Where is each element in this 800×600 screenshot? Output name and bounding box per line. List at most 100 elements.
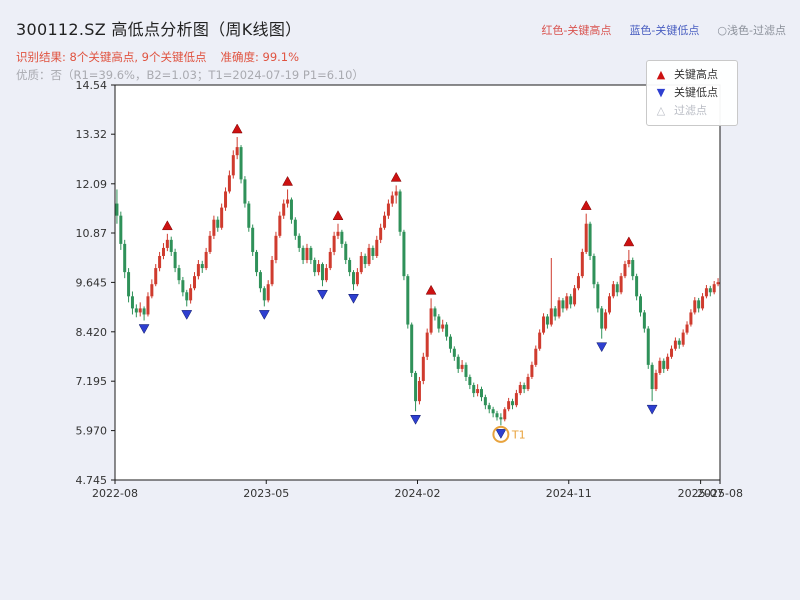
candle-body [417,380,421,402]
candle-body [134,308,138,313]
candle-body [355,272,359,285]
candle-body [158,255,162,269]
candle-body [348,260,352,273]
candle-body [619,276,623,293]
candle-body [115,203,119,216]
candle-body [204,251,208,269]
candle-body [266,284,270,301]
plot-area [114,84,721,481]
candle-body [383,215,387,228]
candle-body [646,328,650,365]
candle-body [487,405,491,410]
y-tick-label: 4.745 [76,474,108,487]
candle-body [425,332,429,357]
t1-circle-icon [492,425,510,443]
y-tick-label: 9.645 [76,276,108,289]
candle-body [173,251,177,269]
candle-body [685,324,689,333]
key-high-marker-icon [231,123,243,134]
candle-body [282,203,286,216]
candle-body [123,243,127,273]
candle-body [297,235,301,248]
candle-body [534,348,538,365]
candle-body [697,300,701,309]
candle-body [631,260,635,277]
candle-body [507,401,511,410]
candle-body [406,276,410,325]
x-tick-label: 2024-02 [395,487,441,500]
candle-body [615,284,619,293]
candle-body [258,272,262,289]
candle-body [193,276,197,289]
candle-body [681,332,685,345]
candle-body [390,195,394,204]
candle-body [561,300,565,309]
candle-body [165,239,169,248]
key-high-marker-icon [332,210,344,220]
candle-body [421,356,425,381]
candle-body [181,280,185,293]
candle-body [607,296,611,313]
candle-body [635,276,639,297]
candle-body [569,296,573,305]
candle-body [549,308,553,325]
candle-body [154,268,158,285]
key-low-marker-icon [495,429,507,439]
candle-body [324,268,328,281]
candle-body [704,288,708,297]
candle-body [340,231,344,244]
candle-body [235,147,239,156]
legend-item: △ 过滤点 [655,102,729,120]
candle-body [231,155,235,176]
candle-body [642,312,646,329]
candle-body [274,235,278,261]
candle-body [220,207,224,228]
candle-body [161,247,165,256]
candle-body [313,260,317,273]
y-tick-label: 14.54 [76,79,108,92]
candle-body [565,296,569,309]
key-low-marker-icon [348,294,359,304]
legend-item: ▲ 关键高点 [655,66,729,84]
candle-body [573,288,577,305]
candle-body [247,203,251,228]
x-tick-label: 2025-07 [678,487,724,500]
candle-body [196,264,200,277]
candle-body [580,251,584,277]
candle-body [150,284,154,297]
key-low-marker-icon [410,414,421,425]
candle-body [320,264,324,281]
legend-filtered-label: ○浅色-过滤点 [717,24,786,37]
candle-body [545,316,549,325]
candle-body [538,332,542,349]
candle-body [433,308,437,317]
key-high-marker-icon [580,200,592,210]
candle-body [251,227,255,252]
candle-body [716,282,720,285]
candle-body [553,308,557,317]
x-tick-label: 2022-08 [92,487,138,500]
quality-summary-text: 优质：否（R1=39.6%，B2=1.03；T1=2024-07-19 P1=6… [16,68,364,82]
candle-body [701,296,705,309]
candle-body [611,284,615,297]
legend-key-low-label: 蓝色-关键低点 [629,24,700,37]
candle-body [398,191,402,232]
candle-body [677,340,681,345]
page-title: 300112.SZ 高低点分析图（周K线图） [16,20,302,39]
candle-body [588,223,592,256]
x-tick-label: 2023-05 [243,487,289,500]
candle-body [460,364,464,369]
candle-body [518,385,522,394]
candle-body [224,191,228,208]
candle-body [270,260,274,285]
candle-body [185,292,189,301]
candle-body [239,147,243,180]
filtered-point-icon: △ [656,104,666,117]
candle-body [138,308,142,313]
candle-body [650,364,654,390]
candle-body [522,385,526,390]
candle-body [262,288,266,301]
candle-body [476,389,480,394]
